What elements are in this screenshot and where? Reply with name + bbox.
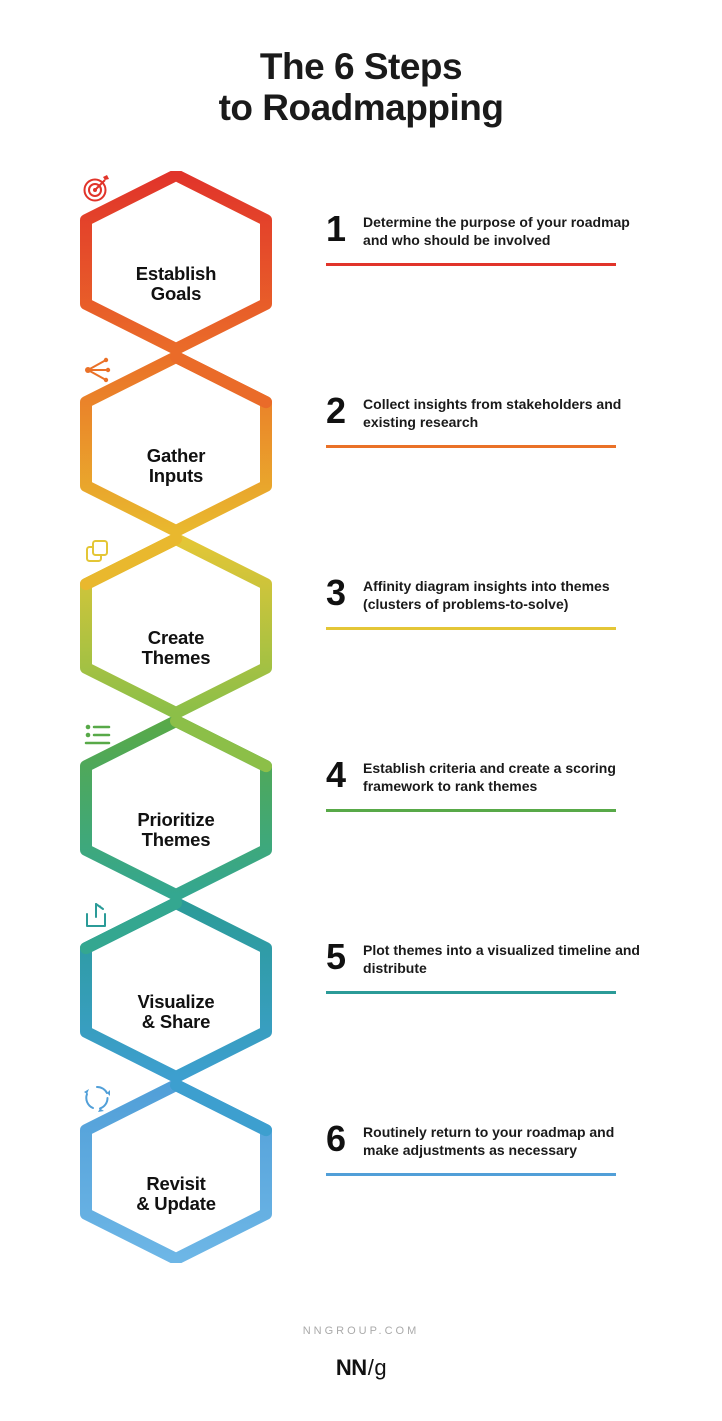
target-icon	[159, 220, 193, 254]
step-row-4: Prioritize Themes 4 Establish criteria a…	[80, 717, 722, 899]
step-row-3: Create Themes 3 Affinity diagram insight…	[80, 535, 722, 717]
step-4-info: 4 Establish criteria and create a scorin…	[326, 757, 646, 812]
step-4-desc: Establish criteria and create a scoring …	[363, 757, 646, 795]
footer-url: NNGROUP.COM	[0, 1325, 722, 1337]
step-6-rule	[326, 1173, 616, 1176]
title-line-2: to Roadmapping	[219, 87, 504, 128]
step-2-number: 2	[326, 393, 345, 429]
step-1-desc: Determine the purpose of your roadmap an…	[363, 211, 646, 249]
step-6-info: 6 Routinely return to your roadmap and m…	[326, 1121, 646, 1176]
step-3-info: 3 Affinity diagram insights into themes …	[326, 575, 646, 630]
step-5-rule	[326, 991, 616, 994]
step-5-info: 5 Plot themes into a visualized timeline…	[326, 939, 646, 994]
step-2-desc: Collect insights from stakeholders and e…	[363, 393, 646, 431]
hexagon-1: Establish Goals	[80, 171, 272, 353]
hexagon-5: Visualize & Share	[80, 899, 272, 1081]
step-1-label: Establish Goals	[136, 264, 216, 305]
step-5-desc: Plot themes into a visualized timeline a…	[363, 939, 646, 977]
step-3-rule	[326, 627, 616, 630]
step-4-number: 4	[326, 757, 345, 793]
logo-g: g	[374, 1355, 386, 1380]
steps-container: Establish Goals 1 Determine the purpose …	[0, 171, 722, 1263]
title-line-1: The 6 Steps	[260, 46, 462, 87]
step-1-rule	[326, 263, 616, 266]
step-5-number: 5	[326, 939, 345, 975]
step-row-6: Revisit & Update 6 Routinely return to y…	[80, 1081, 722, 1263]
step-3-number: 3	[326, 575, 345, 611]
step-2-info: 2 Collect insights from stakeholders and…	[326, 393, 646, 448]
hexagon-3: Create Themes	[80, 535, 272, 717]
page-title: The 6 Steps to Roadmapping	[0, 46, 722, 129]
step-2-rule	[326, 445, 616, 448]
step-6-number: 6	[326, 1121, 345, 1157]
step-4-rule	[326, 809, 616, 812]
step-row-1: Establish Goals 1 Determine the purpose …	[80, 171, 722, 353]
step-row-2: Gather Inputs 2 Collect insights from st…	[80, 353, 722, 535]
logo-nn: NN	[336, 1355, 367, 1380]
hexagon-4: Prioritize Themes	[80, 717, 272, 899]
step-row-5: Visualize & Share 5 Plot themes into a v…	[80, 899, 722, 1081]
hexagon-2: Gather Inputs	[80, 353, 272, 535]
hexagon-6: Revisit & Update	[80, 1081, 272, 1263]
step-6-desc: Routinely return to your roadmap and mak…	[363, 1121, 646, 1159]
step-3-desc: Affinity diagram insights into themes (c…	[363, 575, 646, 613]
step-1-number: 1	[326, 211, 345, 247]
logo-slash: /	[368, 1355, 374, 1380]
footer: NNGROUP.COM NN/g	[0, 1325, 722, 1421]
step-1-info: 1 Determine the purpose of your roadmap …	[326, 211, 646, 266]
nng-logo: NN/g	[0, 1355, 722, 1381]
